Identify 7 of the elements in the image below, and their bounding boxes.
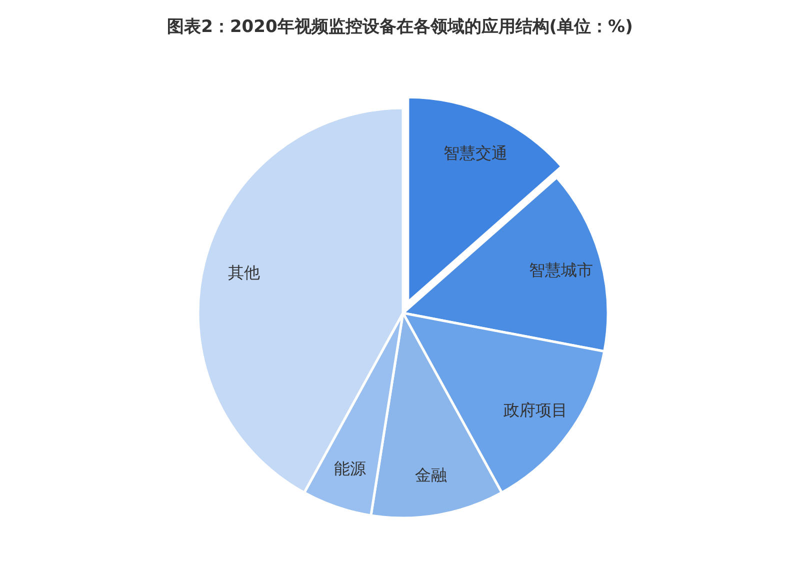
slice-label: 政府项目 — [504, 400, 568, 420]
chart-title: 图表2：2020年视频监控设备在各领域的应用结构(单位：%) — [167, 17, 633, 37]
slice-label: 金融 — [415, 466, 448, 485]
slice-label: 智慧城市 — [529, 260, 594, 280]
slice-label: 智慧交通 — [443, 144, 508, 163]
slice-label: 能源 — [334, 459, 366, 478]
slice-label: 其他 — [228, 263, 260, 282]
